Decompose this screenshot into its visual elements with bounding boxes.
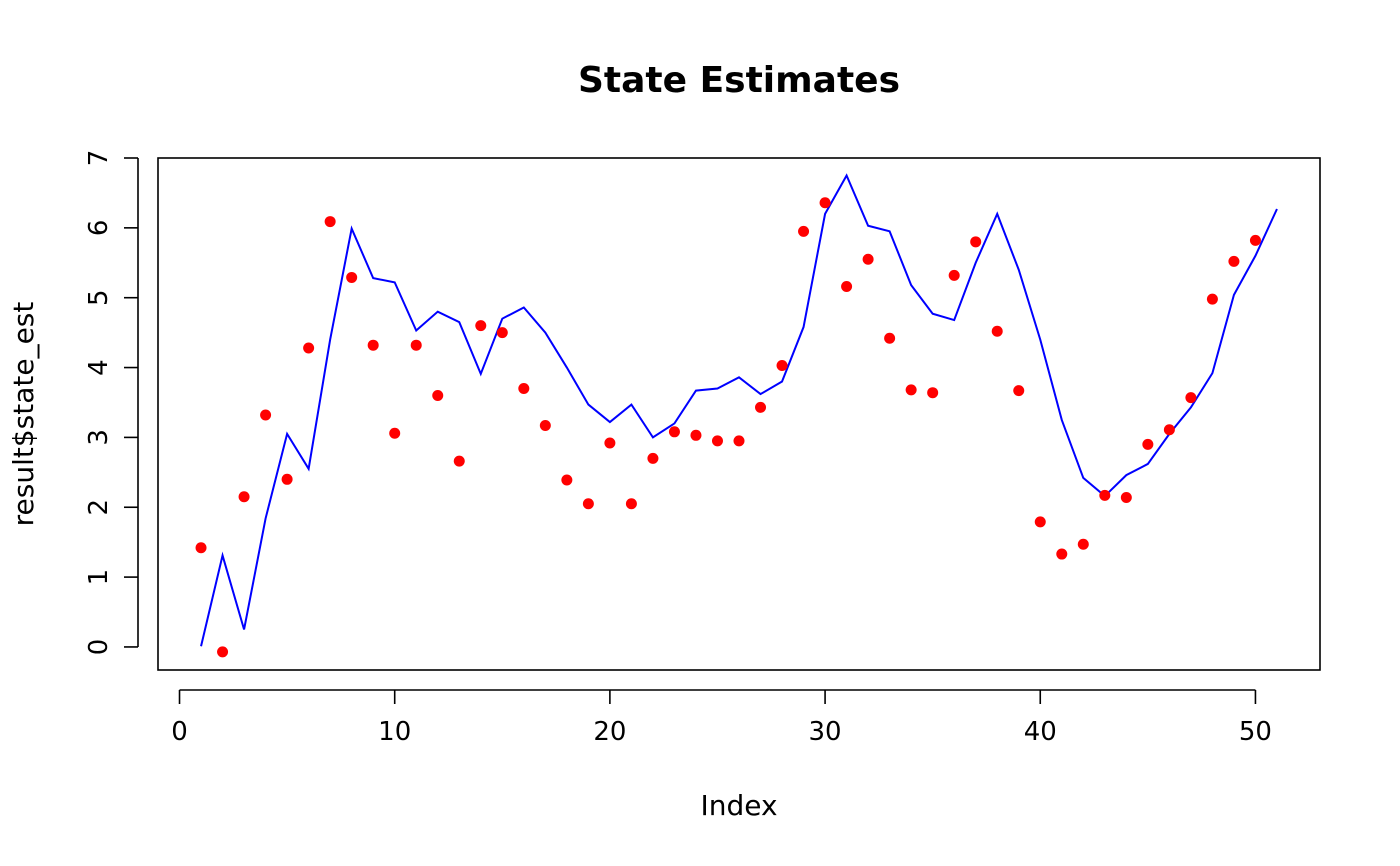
data-point [625,498,637,510]
data-point [991,325,1003,337]
data-point [798,225,810,237]
data-point [1077,538,1089,550]
data-point [1228,255,1240,267]
observation-points [195,197,1261,658]
data-point [1142,438,1154,450]
y-tick-label: 0 [84,639,114,656]
data-point [1120,491,1132,503]
data-point [733,435,745,447]
data-point [755,401,767,413]
data-point [1163,424,1175,436]
data-point [862,253,874,265]
data-point [668,426,680,438]
data-point [1034,516,1046,528]
data-point [518,383,530,395]
y-axis-label: result$state_est [7,302,40,527]
data-point [260,409,272,421]
data-point [1099,489,1111,501]
x-tick-label: 40 [1024,717,1057,747]
data-point [432,389,444,401]
data-point [604,437,616,449]
data-point [1249,234,1261,246]
data-point [561,474,573,486]
x-tick-label: 20 [593,717,626,747]
data-point [475,320,487,332]
x-tick-label: 10 [378,717,411,747]
data-point [841,281,853,293]
data-point [970,236,982,248]
x-tick-label: 0 [171,717,188,747]
y-tick-label: 1 [84,569,114,586]
data-point [927,387,939,399]
data-point [1056,548,1068,560]
data-point [410,339,422,351]
state-estimate-line [200,173,1278,647]
y-axis: 0 1 2 3 4 5 6 7 [84,150,139,656]
x-axis: 0 10 20 30 40 50 [171,689,1272,747]
data-point [711,435,723,447]
data-point [346,271,358,283]
data-point [582,498,594,510]
data-point [195,542,207,554]
data-point [905,384,917,396]
y-tick-label: 2 [84,499,114,516]
data-point [238,491,250,503]
data-point [1013,385,1025,397]
plot-frame [157,157,1321,671]
data-point [1206,293,1218,305]
y-tick-label: 4 [84,359,114,376]
data-point [647,452,659,464]
data-point [539,420,551,432]
data-point [776,359,788,371]
data-point [948,269,960,281]
y-tick-label: 5 [84,289,114,306]
data-point [690,429,702,441]
data-point [453,455,465,467]
x-tick-label: 30 [809,717,842,747]
data-point [496,327,508,339]
data-point [303,342,315,354]
data-point [217,646,229,658]
data-point [884,332,896,344]
x-axis-label: Index [700,789,777,822]
data-point [1185,392,1197,404]
y-tick-label: 3 [84,429,114,446]
data-point [281,473,293,485]
y-tick-label: 6 [84,220,114,237]
data-point [389,427,401,439]
data-point [367,339,379,351]
data-point [819,197,831,209]
x-tick-label: 50 [1239,717,1272,747]
chart-title: State Estimates [578,60,900,101]
data-point [324,216,336,228]
y-tick-label: 7 [84,150,114,167]
